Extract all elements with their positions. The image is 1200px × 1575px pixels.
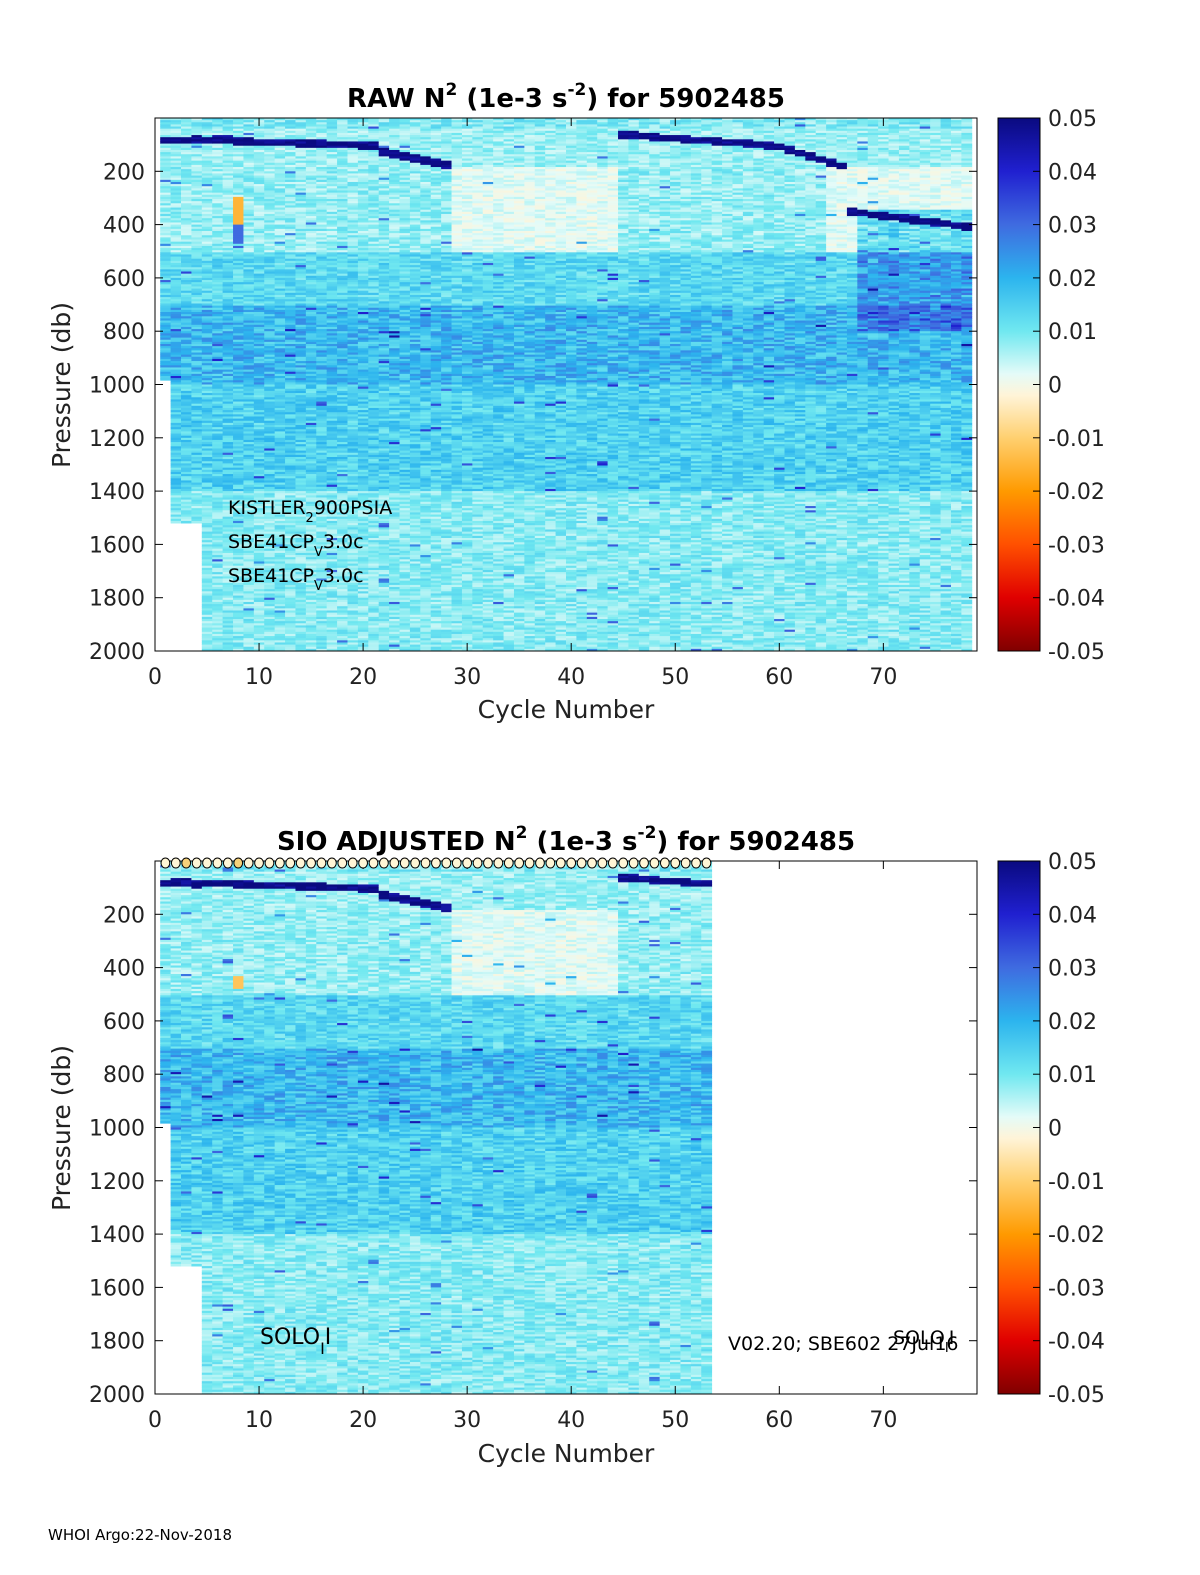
- heatmap-cell: [191, 521, 202, 524]
- raw-panel: RAW N2 (1e-3 s-2) for 5902485 0 10 20 30 40 5…: [47, 80, 1105, 724]
- heatmap-cell: [160, 378, 171, 381]
- heatmap-cell: [171, 521, 182, 524]
- raw-chart-title: RAW N2 (1e-3 s-2) for 5902485: [347, 80, 785, 114]
- heatmap-cell: [181, 521, 192, 524]
